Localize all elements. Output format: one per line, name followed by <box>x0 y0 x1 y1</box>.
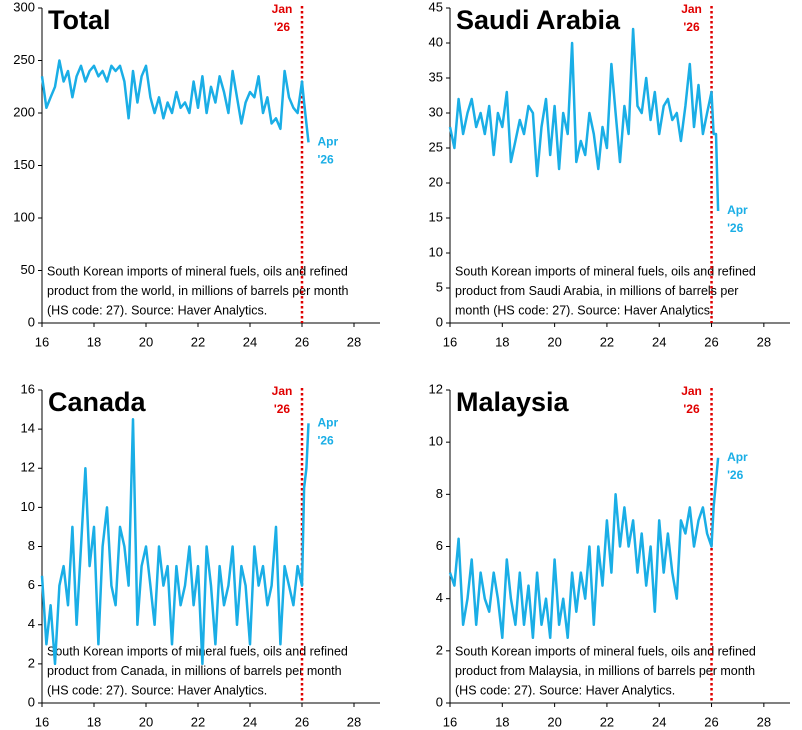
x-tick-label: 26 <box>704 334 718 349</box>
x-tick-label: 26 <box>295 334 309 349</box>
panel-title: Saudi Arabia <box>456 5 621 35</box>
y-tick-label: 12 <box>21 460 35 475</box>
end-label: Apr <box>727 203 748 217</box>
x-tick-label: 18 <box>87 334 101 349</box>
x-tick-label: 28 <box>757 714 771 729</box>
y-tick-label: 20 <box>429 174 443 189</box>
y-tick-label: 4 <box>436 590 443 605</box>
reference-label: '26 <box>274 20 291 34</box>
y-tick-label: 4 <box>28 616 35 631</box>
y-tick-label: 8 <box>28 538 35 553</box>
y-tick-label: 35 <box>429 69 443 84</box>
end-label: '26 <box>727 468 744 482</box>
end-label: '26 <box>727 221 744 235</box>
reference-label: Jan <box>272 2 293 16</box>
x-tick-label: 16 <box>35 334 49 349</box>
y-tick-label: 30 <box>429 104 443 119</box>
x-tick-label: 24 <box>243 714 257 729</box>
note-line: product from Malaysia, in millions of ba… <box>455 664 755 678</box>
x-tick-label: 24 <box>243 334 257 349</box>
data-line <box>448 27 720 212</box>
note-line: South Korean imports of mineral fuels, o… <box>47 264 348 278</box>
panel-title: Canada <box>48 387 147 417</box>
data-line <box>40 418 310 666</box>
y-tick-label: 100 <box>13 209 35 224</box>
x-tick-label: 22 <box>191 714 205 729</box>
x-tick-label: 22 <box>191 334 205 349</box>
x-tick-label: 20 <box>139 714 153 729</box>
y-tick-label: 0 <box>28 694 35 709</box>
y-tick-label: 16 <box>21 381 35 396</box>
y-tick-label: 10 <box>429 434 443 449</box>
reference-label: '26 <box>683 402 700 416</box>
reference-label: Jan <box>681 384 702 398</box>
reference-label: '26 <box>683 20 700 34</box>
y-tick-label: 12 <box>429 381 443 396</box>
end-label: Apr <box>318 415 339 429</box>
reference-label: '26 <box>274 402 291 416</box>
data-line <box>40 59 310 143</box>
x-tick-label: 18 <box>495 334 509 349</box>
end-label: Apr <box>727 450 748 464</box>
note-line: month (HS code: 27). Source: Haver Analy… <box>455 303 713 317</box>
note-line: (HS code: 27). Source: Haver Analytics. <box>455 683 675 697</box>
y-tick-label: 6 <box>436 538 443 553</box>
y-tick-label: 25 <box>429 139 443 154</box>
y-tick-label: 0 <box>28 314 35 329</box>
x-tick-label: 24 <box>652 334 666 349</box>
x-tick-label: 18 <box>87 714 101 729</box>
y-tick-label: 200 <box>13 104 35 119</box>
panel-title: Malaysia <box>456 387 570 417</box>
x-tick-label: 22 <box>600 714 614 729</box>
y-tick-label: 2 <box>436 642 443 657</box>
x-tick-label: 26 <box>704 714 718 729</box>
x-tick-label: 28 <box>347 714 361 729</box>
y-tick-label: 14 <box>21 421 35 436</box>
x-tick-label: 24 <box>652 714 666 729</box>
data-line <box>448 457 720 640</box>
end-label: '26 <box>318 433 335 447</box>
x-tick-label: 16 <box>35 714 49 729</box>
y-tick-label: 5 <box>436 279 443 294</box>
y-tick-label: 8 <box>436 486 443 501</box>
x-tick-label: 28 <box>757 334 771 349</box>
x-tick-label: 22 <box>600 334 614 349</box>
x-tick-label: 16 <box>443 334 457 349</box>
note-line: (HS code: 27). Source: Haver Analytics. <box>47 683 267 697</box>
y-tick-label: 150 <box>13 157 35 172</box>
y-tick-label: 40 <box>429 34 443 49</box>
y-tick-label: 45 <box>429 0 443 14</box>
y-tick-label: 2 <box>28 655 35 670</box>
note-line: South Korean imports of mineral fuels, o… <box>455 264 756 278</box>
y-tick-label: 300 <box>13 0 35 14</box>
y-tick-label: 10 <box>429 244 443 259</box>
x-tick-label: 20 <box>547 714 561 729</box>
end-label: Apr <box>318 135 339 149</box>
x-tick-label: 18 <box>495 714 509 729</box>
reference-label: Jan <box>681 2 702 16</box>
y-tick-label: 6 <box>28 577 35 592</box>
note-line: (HS code: 27). Source: Haver Analytics. <box>47 303 267 317</box>
x-tick-label: 16 <box>443 714 457 729</box>
x-tick-label: 20 <box>547 334 561 349</box>
y-tick-label: 0 <box>436 694 443 709</box>
note-line: product from Saudi Arabia, in millions o… <box>455 284 738 298</box>
end-label: '26 <box>318 153 335 167</box>
y-tick-label: 15 <box>429 209 443 224</box>
note-line: product from Canada, in millions of barr… <box>47 664 342 678</box>
y-tick-label: 10 <box>21 499 35 514</box>
x-tick-label: 26 <box>295 714 309 729</box>
reference-label: Jan <box>272 384 293 398</box>
y-tick-label: 0 <box>436 314 443 329</box>
note-line: product from the world, in millions of b… <box>47 284 349 298</box>
panel-title: Total <box>48 5 111 35</box>
note-line: South Korean imports of mineral fuels, o… <box>47 644 348 658</box>
note-line: South Korean imports of mineral fuels, o… <box>455 644 756 658</box>
y-tick-label: 50 <box>21 262 35 277</box>
y-tick-label: 250 <box>13 52 35 67</box>
x-tick-label: 20 <box>139 334 153 349</box>
x-tick-label: 28 <box>347 334 361 349</box>
